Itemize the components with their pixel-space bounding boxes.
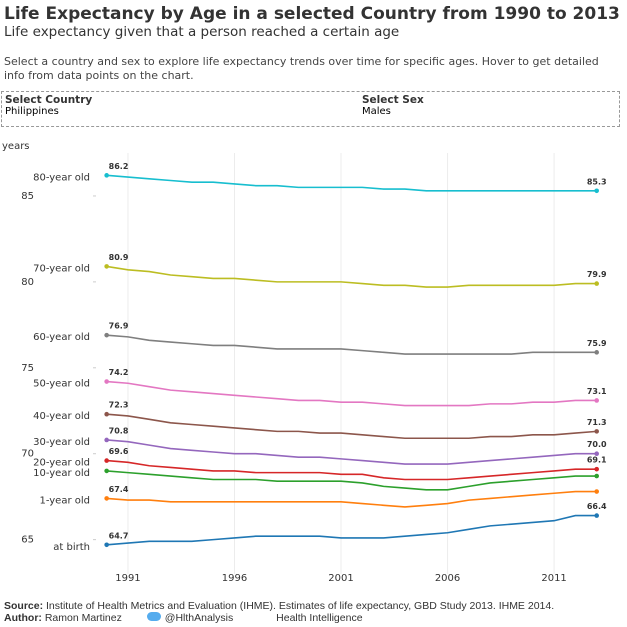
end-point [594,489,599,494]
end-point [104,458,109,463]
twitter-handle[interactable]: @HlthAnalysis [164,612,234,624]
series-label: 70-year old [33,263,90,274]
end-point [104,437,109,443]
x-tick-label: 2011 [541,573,566,584]
end-point [594,466,599,472]
x-tick-label: 2006 [435,573,460,584]
value-label: 64.7 [109,531,129,540]
value-label: 67.4 [109,485,129,494]
series-line [106,470,597,491]
value-label: 76.9 [109,322,129,331]
series-line [106,459,597,481]
source: Institute of Health Metrics and Evaluati… [46,600,555,612]
x-tick-label: 1991 [115,573,140,584]
end-point [594,188,599,194]
author: Ramon Martinez [44,612,122,624]
twitter-icon [146,612,161,621]
end-point [104,542,109,548]
value-label: 80.9 [109,253,129,262]
value-label: 86.2 [109,162,129,171]
y-tick-label: 80 [21,277,34,288]
series-label: 30-year old [33,437,90,448]
end-point [594,398,599,403]
series-label: at birth [53,542,90,553]
value-label: 73.1 [587,387,607,396]
value-label: 69.1 [587,456,607,465]
title: Life Expectancy by Age in a selected Cou… [4,4,620,24]
end-point [594,473,599,479]
end-point [594,513,599,518]
x-tick-label: 1996 [222,573,247,584]
y-tick-label: 85 [21,191,34,202]
value-label: 75.9 [587,339,607,348]
x-tick-label: 2001 [328,573,353,584]
y-axis-label: years [2,141,30,152]
filter[interactable]: Select Country Philippines [5,94,92,117]
series-label: 50-year old [33,379,90,390]
end-point [594,429,599,434]
value-label: 85.3 [587,177,607,186]
series-label: 20-year old [33,458,90,469]
y-tick-label: 75 [21,363,34,374]
filters: Select Country Philippines Select Sex Male… [1,91,620,127]
y-tick-label: 65 [21,535,34,546]
series-label: 60-year old [33,332,90,343]
description: Select a country and sex to explore life… [4,55,599,82]
end-point [104,264,109,269]
end-point [594,451,599,457]
end-point [104,468,109,474]
end-point [104,332,109,338]
end-point [594,350,599,355]
organization: Health Intelligence [276,612,363,624]
filter-value: Philippines [5,106,59,117]
value-label: 71.3 [587,418,607,427]
series-label: 80-year old [33,172,90,183]
series-line [106,439,597,465]
end-point [104,379,109,384]
filter-value: Males [362,106,391,117]
value-label: 66.4 [587,502,607,511]
filter[interactable]: Select Sex Males [362,94,424,117]
end-point [104,411,109,417]
series-line [106,334,597,355]
series-line [106,380,597,407]
series-line [106,413,597,440]
value-label: 69.6 [109,447,129,456]
series-label: 40-year old [33,411,90,422]
series-label: 1-year old [39,495,90,506]
value-label: 74.2 [109,368,129,377]
chart: years 1991 1996 2001 2006 2011 65 70 75 80 85 86.2… [2,141,607,584]
series-line [106,490,597,508]
y-tick-label: 70 [21,449,34,460]
value-label: 72.3 [109,401,129,410]
source-label: Source: [4,600,44,612]
footer: Source: Institute of Health Metrics and … [4,600,554,624]
filter-label: Select Country [5,94,93,106]
author-label: Author: [4,612,42,624]
value-label: 70.8 [109,426,129,435]
filter-label: Select Sex [362,94,424,106]
series-line [106,265,597,288]
value-label: 79.9 [587,270,607,279]
series-label: 10-year old [33,468,90,479]
value-label: 70.0 [587,440,607,449]
series-line [106,174,597,192]
end-point [594,281,599,286]
subtitle: Life expectancy given that a person reac… [4,24,400,40]
end-point [104,173,109,178]
series-line [106,514,597,546]
end-point [104,496,109,501]
